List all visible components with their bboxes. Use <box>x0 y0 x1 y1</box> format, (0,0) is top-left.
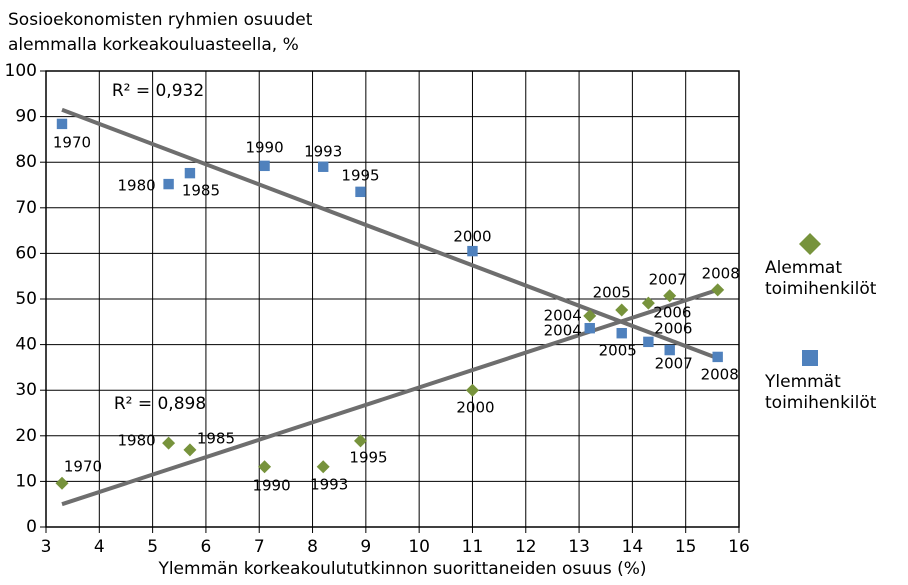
point <box>583 309 597 323</box>
x-tick-label: 10 <box>408 537 430 557</box>
y-tick-label: 20 <box>15 426 37 446</box>
point-label: 2005 <box>599 342 637 360</box>
y-tick-label: 10 <box>15 471 37 491</box>
y-tick-label: 70 <box>15 198 37 218</box>
y-axis-title: alemmalla korkeakouluasteella, % <box>8 35 299 55</box>
point <box>354 434 368 448</box>
point <box>711 283 725 297</box>
point <box>467 245 478 257</box>
point <box>643 336 654 348</box>
y-tick-label: 100 <box>5 61 37 81</box>
point <box>163 178 174 190</box>
point-label: 2004 <box>544 322 582 340</box>
point-label: 2008 <box>701 365 739 383</box>
y-tick-label: 90 <box>15 107 37 127</box>
point <box>616 328 627 339</box>
point <box>318 161 329 172</box>
point <box>584 322 595 334</box>
point <box>316 460 330 474</box>
x-tick-label: 3 <box>41 537 52 557</box>
y-axis-title: Sosioekonomisten ryhmien osuudet <box>8 10 313 30</box>
point-label: 1985 <box>197 429 235 447</box>
trend-line <box>61 287 719 507</box>
legend-marker <box>802 350 818 366</box>
point-label: 2005 <box>593 283 631 301</box>
point <box>712 351 723 363</box>
point-label: 2006 <box>654 319 692 337</box>
point-label: 2006 <box>653 304 691 322</box>
point <box>259 160 270 172</box>
point-label: 2007 <box>649 270 687 288</box>
point <box>258 460 272 474</box>
trend-line <box>61 107 719 361</box>
point-label: 1985 <box>182 182 220 200</box>
legend-label: Ylemmät toimihenkilöt <box>765 372 877 413</box>
x-tick-label: 7 <box>254 537 265 557</box>
r2-annotation: R² = 0,898 <box>114 394 206 414</box>
y-tick-label: 0 <box>26 517 37 537</box>
point <box>355 186 366 198</box>
point-label: 2004 <box>544 306 582 324</box>
point <box>465 383 479 397</box>
x-tick-label: 6 <box>201 537 212 557</box>
point-label: 1995 <box>341 166 379 184</box>
point-label: 1993 <box>310 475 348 493</box>
point <box>162 436 176 450</box>
point <box>615 303 629 317</box>
x-tick-label: 15 <box>675 537 697 557</box>
point <box>663 289 677 303</box>
x-tick-label: 9 <box>360 537 371 557</box>
point-label: 1993 <box>304 142 342 160</box>
point-label: 1980 <box>118 177 156 195</box>
r2-annotation: R² = 0,932 <box>112 81 204 101</box>
y-tick-label: 40 <box>15 335 37 355</box>
point <box>641 296 655 310</box>
point <box>55 476 69 490</box>
point <box>184 167 196 179</box>
legend-label: Alemmat toimihenkilöt <box>765 258 877 299</box>
point-label: 2007 <box>655 355 693 373</box>
plot-border <box>45 70 740 528</box>
y-tick-label: 50 <box>15 289 37 309</box>
x-tick-label: 14 <box>622 537 644 557</box>
point-label: 1970 <box>53 133 91 151</box>
point <box>56 118 68 130</box>
x-tick-label: 13 <box>568 537 590 557</box>
point-label: 2008 <box>702 264 740 282</box>
x-tick-label: 5 <box>147 537 158 557</box>
point-label: 1980 <box>118 432 156 450</box>
point-label: 1995 <box>349 448 387 466</box>
y-tick-label: 80 <box>15 152 37 172</box>
x-tick-label: 4 <box>94 537 105 557</box>
y-tick-label: 60 <box>15 243 37 263</box>
x-axis-title: Ylemmän korkeakoulututkinnon suorittanei… <box>157 559 646 579</box>
legend-marker <box>799 233 821 255</box>
point-label: 1970 <box>64 458 102 476</box>
point-label: 2000 <box>456 399 494 417</box>
point <box>664 344 675 356</box>
point-label: 2000 <box>453 228 491 246</box>
x-tick-label: 11 <box>462 537 484 557</box>
x-tick-label: 12 <box>515 537 537 557</box>
point-label: 1990 <box>245 138 283 156</box>
y-tick-label: 30 <box>15 380 37 400</box>
point <box>183 443 197 457</box>
point-label: 1990 <box>252 476 290 494</box>
x-tick-label: 8 <box>307 537 318 557</box>
x-tick-label: 16 <box>728 537 750 557</box>
